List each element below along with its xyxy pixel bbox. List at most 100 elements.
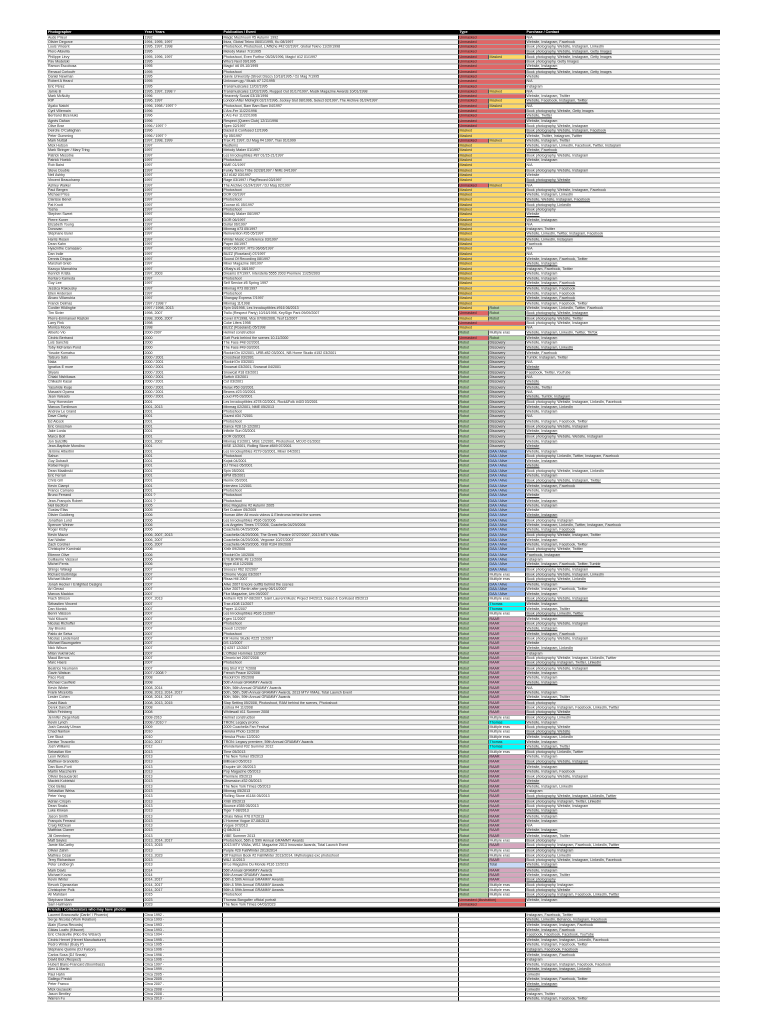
purchase-contact-links[interactable]: Book photography, Website, Instagram, Li…: [525, 655, 720, 662]
purchase-contact-links[interactable]: Book photography, Website, Instagram, Ge…: [525, 54, 720, 60]
purchase-contact-links[interactable]: Book photography, Website, Instagram: [525, 636, 720, 642]
purchase-contact-links[interactable]: Book photography, Website, Getty Images: [525, 108, 720, 115]
purchase-contact-links[interactable]: Book photography, LinkedIn, Twitter: [525, 611, 720, 617]
purchase-contact-links[interactable]: Instagram: [525, 650, 720, 657]
purchase-contact-links[interactable]: Instagram: [525, 557, 720, 563]
purchase-contact-links[interactable]: Website: [525, 493, 720, 499]
purchase-contact-links[interactable]: Website, Instagram, LinkedIn: [525, 645, 720, 652]
purchase-contact-links[interactable]: Website, Instagram, LinkedIn, Facebook, …: [525, 143, 720, 149]
purchase-contact-links[interactable]: Instagram, Twitter: [525, 226, 720, 233]
purchase-contact-links[interactable]: Book photography, Website, Instagram: [525, 167, 720, 174]
purchase-contact-links[interactable]: Website, Twitter: [525, 384, 720, 391]
purchase-contact-links[interactable]: Website, Instagram: [525, 818, 720, 824]
purchase-contact-links[interactable]: Book photography, Website, Instagram: [525, 774, 720, 780]
purchase-contact-links[interactable]: Website: [525, 379, 720, 386]
purchase-contact-links[interactable]: Book photography, Website, Instagram, Li…: [525, 44, 720, 51]
purchase-contact-links[interactable]: Website, Instagram, Facebook, Twitter: [525, 542, 720, 548]
purchase-contact-links[interactable]: Website, Instagram: [525, 157, 720, 164]
purchase-contact-links[interactable]: Website, Instagram: [525, 739, 720, 746]
friend-contact-links[interactable]: Website, Instagram, Instagram, Facebook,…: [525, 962, 720, 968]
purchase-contact-links[interactable]: Website, Instagram: [525, 601, 720, 608]
purchase-contact-links[interactable]: Website: [525, 74, 720, 80]
purchase-contact-links[interactable]: Website: [525, 365, 720, 371]
purchase-contact-links[interactable]: Website, Instagram, Facebook: [525, 291, 720, 297]
purchase-contact-links[interactable]: Book photography: [525, 838, 720, 844]
purchase-contact-links[interactable]: Book photography, Website: [525, 177, 720, 184]
friend-contact-links[interactable]: Facebook, Facebook, Facebook, YouTube: [525, 932, 720, 938]
purchase-contact-links[interactable]: Website, Instagram, Facebook: [525, 483, 720, 489]
col-header-type[interactable]: Type: [458, 30, 526, 36]
purchase-contact-links[interactable]: Website, Instagram, LinkedIn, Twitter, T…: [525, 330, 720, 336]
purchase-contact-links[interactable]: Book photography, Website, Website, Inst…: [525, 434, 720, 440]
purchase-contact-links[interactable]: Book photography, Website, Instagram: [525, 320, 720, 327]
purchase-contact-links[interactable]: Website, Instagram: [525, 616, 720, 622]
purchase-contact-links[interactable]: Website, Instagram: [525, 591, 720, 598]
purchase-contact-links[interactable]: Website, Instagram: [525, 690, 720, 696]
purchase-contact-links[interactable]: Website, Instagram, Facebook, Twitter, T…: [525, 562, 720, 568]
purchase-contact-links[interactable]: Website, Instagram, Twitter: [525, 833, 720, 839]
purchase-contact-links[interactable]: Website, Instagram, Facebook, Twitter: [525, 256, 720, 262]
purchase-contact-links[interactable]: Website, Instagram, LinkedIn: [525, 404, 720, 410]
purchase-contact-links[interactable]: Website, Instagram: [525, 261, 720, 267]
purchase-contact-links[interactable]: Website, Instagram, Facebook: [525, 527, 720, 534]
purchase-contact-links[interactable]: Book photography, Website, Instagram: [525, 665, 720, 672]
purchase-contact-links[interactable]: Book photography, Website, Instagram, Fa…: [525, 187, 720, 193]
purchase-contact-links[interactable]: Book photography, Website, Instagram, Li…: [525, 793, 720, 800]
purchase-contact-links[interactable]: Book photography, Instagram, Facebook, L…: [525, 892, 720, 898]
purchase-contact-links[interactable]: Website, Facebook, Instagram, Twitter: [525, 98, 720, 105]
purchase-contact-links[interactable]: Book photography, Website, Instagram: [525, 759, 720, 765]
purchase-contact-links[interactable]: Website, Instagram: [525, 675, 720, 681]
purchase-contact-links[interactable]: Website, Instagram: [525, 217, 720, 223]
purchase-contact-links[interactable]: Book photography, Website: [525, 724, 720, 731]
purchase-contact-links[interactable]: Book photography, LinkedIn, Twitter: [525, 749, 720, 755]
purchase-contact-links[interactable]: Book photography, Website: [525, 729, 720, 736]
friend-contact-links[interactable]: Website, Instagram, Facebook, Twitter: [525, 976, 720, 983]
purchase-contact-links[interactable]: Website, Instagram, Facebook: [525, 769, 720, 775]
purchase-contact-links[interactable]: Website, Instagram: [525, 862, 720, 869]
purchase-contact-links[interactable]: Book photography, Website, Instagram, Ge…: [525, 69, 720, 75]
purchase-contact-links[interactable]: Book photography, Instagram: [525, 882, 720, 888]
purchase-contact-links[interactable]: Website, Instagram, Facebook: [525, 281, 720, 287]
purchase-contact-links[interactable]: Website: [525, 172, 720, 179]
purchase-contact-links[interactable]: Facebook, Instagram: [525, 552, 720, 558]
purchase-contact-links[interactable]: Website, Instagram, Facebook: [525, 295, 720, 302]
purchase-contact-links[interactable]: Book photography, Website, Instagram: [525, 621, 720, 627]
friend-contact-links[interactable]: Instagram, Twitter: [525, 991, 720, 998]
purchase-contact-links[interactable]: Website, Instagram: [525, 867, 720, 874]
purchase-contact-links[interactable]: Book photography, Website, Instagram: [525, 123, 720, 129]
friend-contact-links[interactable]: LinkedIn: [525, 971, 720, 978]
purchase-contact-links[interactable]: Website, Instagram: [525, 473, 720, 479]
col-header-publication[interactable]: Publication / Event: [222, 30, 459, 36]
purchase-contact-links[interactable]: Book photography, Website, Instagram, Li…: [525, 468, 720, 474]
purchase-contact-links[interactable]: Book photography, Website, Twitter: [525, 547, 720, 553]
purchase-contact-links[interactable]: Website, Instagram: [525, 764, 720, 770]
purchase-contact-links[interactable]: Book photography, Website, Instagram: [525, 153, 720, 159]
purchase-contact-links[interactable]: Book photography, Instagram, Twitter, Li…: [525, 798, 720, 805]
purchase-contact-links[interactable]: Book photography, Website, Instagram, Fa…: [525, 128, 720, 134]
purchase-contact-links[interactable]: Website, Instagram, LinkedIn, Twitter, F…: [525, 305, 720, 312]
purchase-contact-links[interactable]: Website, Instagram: [525, 626, 720, 632]
friend-contact-links[interactable]: Website, Instagram, Facebook: [525, 952, 720, 958]
purchase-contact-links[interactable]: Website, Facebook: [525, 148, 720, 154]
purchase-contact-links[interactable]: Facebook, Twitter, YouTube: [525, 369, 720, 376]
purchase-contact-links[interactable]: Website: [525, 443, 720, 450]
friend-contact-links[interactable]: Instagram: [525, 957, 720, 963]
purchase-contact-links[interactable]: Website, Instagram, Twitter: [525, 695, 720, 701]
purchase-contact-links[interactable]: Website, Instagram: [525, 754, 720, 760]
purchase-contact-links[interactable]: Website, Instagram: [525, 512, 720, 519]
purchase-contact-links[interactable]: Website, Instagram, Twitter: [525, 744, 720, 750]
purchase-contact-links[interactable]: Website: [525, 463, 720, 470]
purchase-contact-links[interactable]: Book photography, Website, Instagram: [525, 424, 720, 430]
purchase-contact-links[interactable]: Website, Instagram: [525, 429, 720, 435]
purchase-contact-links[interactable]: Instagram, Facebook, Twitter: [525, 266, 720, 272]
friend-contact-links[interactable]: Website, Instagram, Instagram, LinkedIn: [525, 967, 720, 973]
friend-contact-links[interactable]: Website, Instagram, Instagram, LinkedIn,…: [525, 937, 720, 943]
purchase-contact-links[interactable]: Book photography: [525, 877, 720, 884]
purchase-contact-links[interactable]: Website, Website, Instagram, Facebook: [525, 197, 720, 203]
purchase-contact-links[interactable]: Book photography, Website, Instagram: [525, 596, 720, 603]
friend-contact-links[interactable]: Instagram, Facebook, Twitter: [525, 912, 720, 919]
purchase-contact-links[interactable]: Website, LinkedIn, Twitter, Instagram, F…: [525, 231, 720, 238]
purchase-contact-links[interactable]: Book photography, Instagram, Facebook, L…: [525, 705, 720, 711]
purchase-contact-links[interactable]: Website, Instagram, Facebook, Twitter: [525, 586, 720, 593]
purchase-contact-links[interactable]: Website: [525, 641, 720, 647]
